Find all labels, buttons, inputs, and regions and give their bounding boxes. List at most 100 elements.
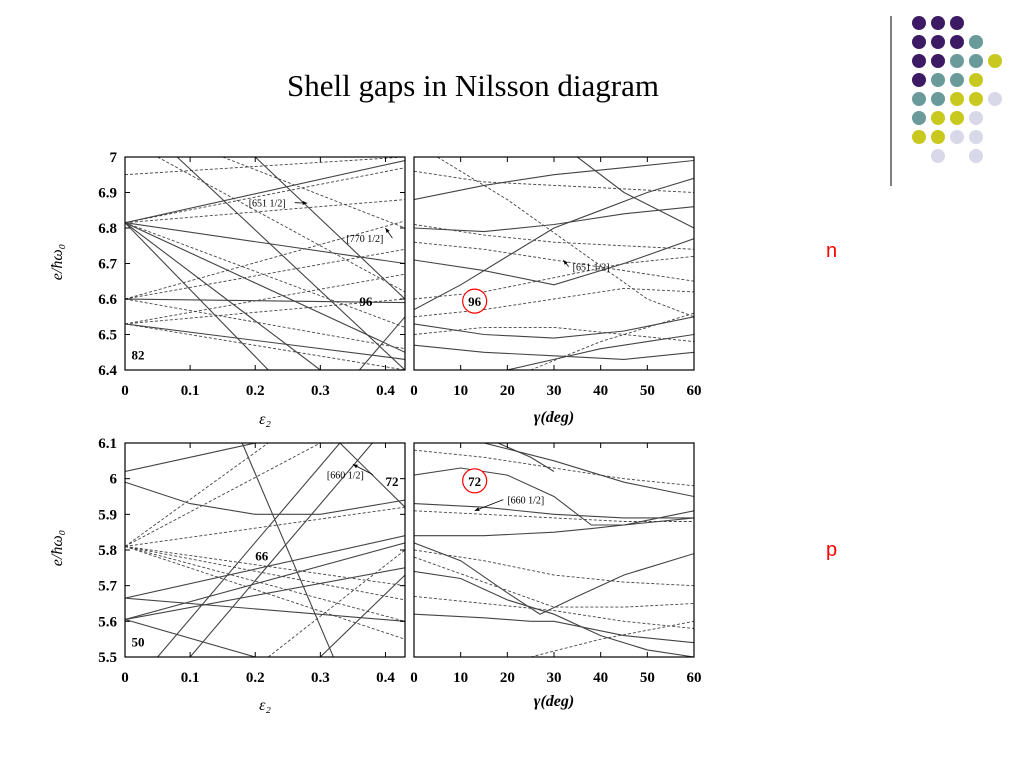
annotation-arrowhead: [563, 259, 568, 265]
level-line-19: [125, 157, 405, 176]
x-tick-label: 40: [593, 383, 608, 399]
level-line-8: [414, 170, 694, 193]
level-line-8: [125, 323, 405, 360]
x-tick-label: 0.2: [246, 670, 265, 686]
y-tick-label: 6.6: [98, 292, 117, 308]
decor-dot: [950, 130, 964, 144]
level-line-10: [319, 574, 405, 657]
decor-dot: [969, 92, 983, 106]
level-line-12: [125, 545, 405, 622]
level-line-10: [125, 167, 405, 224]
x-tick-label: 30: [547, 383, 562, 399]
level-line-14: [125, 506, 405, 547]
decor-dot: [912, 92, 926, 106]
level-line-16: [125, 273, 405, 325]
decor-dot: [969, 130, 983, 144]
annotation-arrowhead: [385, 228, 390, 233]
x-axis-label: γ(deg): [534, 693, 574, 710]
chart-proton-eps: 0 0.1 0.2 0.3 0.4 5.5 5.6 5.7 5.8 5.9 6 6.1 ε₂ e/ħω₀ […: [49, 436, 406, 714]
decor-dot: [969, 54, 983, 68]
level-line-7: [576, 157, 694, 229]
level-line-16: [125, 545, 405, 640]
proton-label: p: [826, 539, 838, 561]
level-line-17: [125, 298, 405, 325]
decor-dot: [931, 73, 945, 87]
y-tick-label: 6.8: [98, 221, 117, 237]
decor-dot: [931, 92, 945, 106]
level-line-0: [414, 159, 694, 201]
x-tick-label: 0.4: [376, 383, 395, 399]
decor-dot: [950, 54, 964, 68]
x-tick-label: 0.4: [376, 670, 395, 686]
level-line-9: [358, 316, 405, 370]
x-tick-label: 0.3: [311, 383, 330, 399]
levels-group: [414, 443, 694, 657]
plot-frame: [413, 442, 695, 658]
decor-dot: [969, 73, 983, 87]
level-line-7: [157, 443, 341, 657]
decor-dot: [950, 16, 964, 30]
level-line-14: [437, 157, 694, 318]
annotation-arrow: [474, 499, 504, 512]
x-tick-label: 0.1: [181, 383, 200, 399]
level-line-9: [414, 449, 694, 487]
decor-dot: [969, 149, 983, 163]
level-line-9: [414, 224, 694, 250]
gap-number-label: 96: [468, 294, 482, 309]
x-axis-label: ε₂: [259, 411, 271, 428]
orbital-label: [770 1/2]: [346, 234, 383, 245]
level-line-15: [530, 312, 694, 370]
orbital-label: [651 1/2]: [573, 263, 610, 274]
level-line-21: [222, 157, 405, 229]
decor-dot: [912, 54, 926, 68]
annotation-arrowhead: [474, 507, 480, 511]
decor-dot: [988, 92, 1002, 106]
level-line-1: [125, 443, 405, 473]
decor-dot: [912, 111, 926, 125]
level-line-10: [414, 241, 694, 282]
x-axis-label: ε₂: [259, 697, 271, 714]
x-tick-label: 10: [453, 383, 468, 399]
x-axis-label: γ(deg): [534, 409, 574, 426]
orbital-label: [660 1/2]: [327, 471, 364, 482]
decor-dot: [931, 35, 945, 49]
level-line-0: [125, 159, 405, 224]
x-tick-label: 60: [687, 670, 702, 686]
decor-dot: [931, 149, 945, 163]
level-line-6: [414, 613, 694, 644]
plot-frame: [124, 156, 406, 371]
gap-number-label: 72: [385, 474, 398, 489]
y-tick-label: 6: [110, 472, 118, 488]
level-line-11: [125, 199, 405, 224]
level-line-5: [414, 570, 694, 657]
x-tick-label: 50: [640, 670, 655, 686]
level-line-1: [414, 517, 694, 537]
level-line-5: [125, 567, 405, 621]
level-line-1: [414, 206, 694, 233]
dot-grid-decoration: [912, 16, 1002, 163]
y-tick-label: 5.8: [98, 543, 117, 559]
level-line-18: [125, 323, 405, 370]
orbital-label: [660 1/2]: [507, 496, 544, 507]
x-tick-label: 0: [121, 670, 129, 686]
x-tick-label: 50: [640, 383, 655, 399]
level-line-2: [414, 238, 694, 286]
slide-title: Shell gaps in Nilsson diagram: [287, 68, 659, 103]
levels-group: [414, 157, 694, 370]
level-line-3: [125, 597, 405, 622]
level-line-6: [254, 157, 405, 300]
level-line-7: [497, 443, 555, 472]
x-tick-label: 60: [687, 383, 702, 399]
y-tick-label: 5.9: [98, 507, 117, 523]
decor-dot: [912, 73, 926, 87]
level-line-10: [414, 549, 694, 587]
level-line-2: [125, 222, 405, 353]
orbital-label: [651 1/2]: [249, 199, 286, 210]
neutron-label: n: [826, 240, 838, 262]
level-line-3: [414, 177, 694, 311]
level-line-3: [125, 222, 321, 370]
level-line-12: [414, 287, 694, 318]
chart-neutron-gamma: 0 10 20 30 40 50 60 γ(deg) [651 1/2] 96: [410, 156, 702, 426]
